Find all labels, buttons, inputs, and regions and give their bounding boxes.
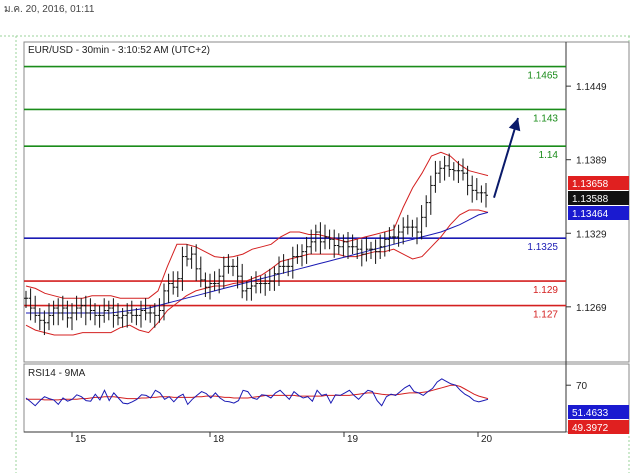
bollinger-lower-line	[25, 209, 489, 336]
price-badge	[568, 206, 629, 220]
moving-average-line	[26, 211, 489, 314]
rsi-badge-label: 51.4633	[572, 408, 609, 419]
price-tick-label: 1.1329	[576, 229, 607, 240]
forecast-arrow-shaft	[493, 117, 519, 198]
price-axis: 1.1449 1.1389 1.1329 1.1269 70	[566, 82, 607, 392]
rsi-lines	[25, 378, 489, 407]
level-lines: 1.1465 1.143 1.14 1.1325 1.129 1.127	[24, 65, 566, 321]
price-tick-label: 1.1269	[576, 303, 607, 314]
rsi-badge-label: 49.3972	[572, 423, 609, 434]
price-badge-label: 1.13464	[572, 209, 609, 220]
price-badge-label: 1.13658	[572, 179, 609, 190]
level-label: 1.1325	[527, 242, 558, 253]
time-axis: 15 18 19 20	[71, 432, 493, 445]
price-tick-label: 1.1389	[576, 156, 607, 167]
time-tick-label: 15	[75, 434, 87, 445]
bollinger-bands	[25, 151, 489, 336]
level-label: 1.129	[533, 285, 558, 296]
price-badges: 1.13658 1.13588 1.13464 51.4633 49.3972	[568, 176, 629, 434]
price-tick-label: 1.1449	[576, 82, 607, 93]
time-tick-label: 18	[213, 434, 225, 445]
rsi-line	[25, 378, 489, 407]
level-label: 1.1465	[527, 71, 558, 82]
rsi-badge	[568, 420, 629, 434]
chart-title: EUR/USD - 30min - 3:10:52 AM (UTC+2)	[28, 45, 210, 56]
bollinger-upper-line	[25, 151, 489, 299]
forecast-arrow	[493, 117, 521, 198]
level-label: 1.127	[533, 310, 558, 321]
time-tick-label: 19	[347, 434, 359, 445]
rsi-tick-label: 70	[576, 381, 588, 392]
rsi-panel-frame	[23, 363, 630, 433]
header-date: ม.ค. 20, 2016, 01:11	[4, 4, 95, 15]
price-bars	[24, 153, 488, 336]
rsi-ma-line	[26, 384, 489, 401]
level-label: 1.143	[533, 113, 558, 124]
price-badge	[568, 191, 629, 205]
level-label: 1.14	[539, 150, 559, 161]
rsi-title: RSI14 - 9MA	[28, 368, 86, 379]
rsi-badge	[568, 405, 629, 419]
forecast-arrow-head	[508, 118, 521, 132]
price-badge	[568, 176, 629, 190]
price-badge-label: 1.13588	[572, 194, 609, 205]
time-tick-label: 20	[481, 434, 493, 445]
